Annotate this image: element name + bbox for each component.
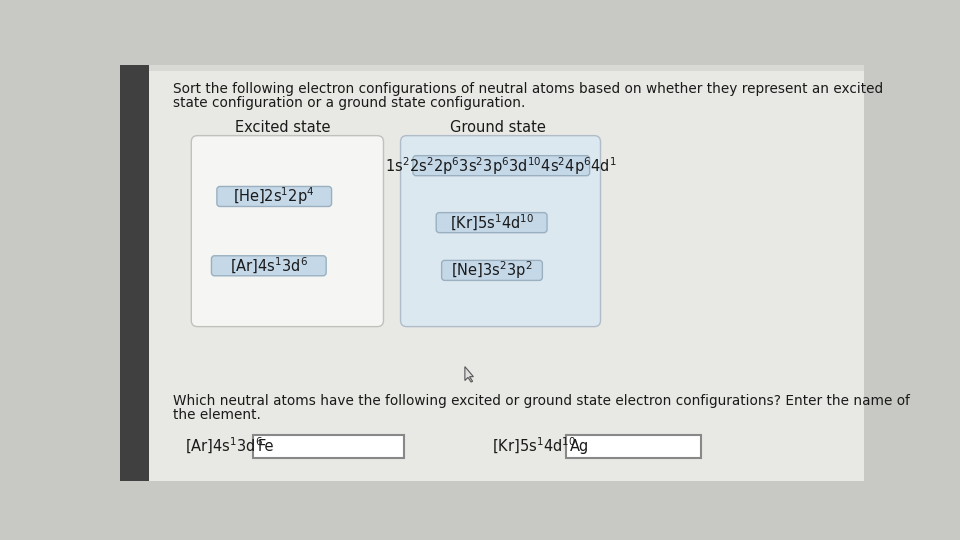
Text: [Kr]5s$^1$4d$^{10}$: [Kr]5s$^1$4d$^{10}$ [492, 436, 576, 456]
FancyBboxPatch shape [211, 256, 326, 276]
Text: Which neutral atoms have the following excited or ground state electron configur: Which neutral atoms have the following e… [173, 394, 909, 408]
FancyBboxPatch shape [400, 136, 601, 327]
FancyBboxPatch shape [436, 213, 547, 233]
Text: Ag: Ag [570, 439, 589, 454]
Text: the element.: the element. [173, 408, 260, 422]
Text: Fe: Fe [258, 439, 275, 454]
Bar [253, 435, 404, 458]
FancyBboxPatch shape [191, 136, 383, 327]
Bar [120, 65, 864, 71]
Polygon shape [465, 367, 473, 382]
Text: [Ar]4s$^1$3d$^6$: [Ar]4s$^1$3d$^6$ [185, 436, 263, 456]
Text: state configuration or a ground state configuration.: state configuration or a ground state co… [173, 96, 525, 110]
Text: [Ne]3s$^2$3p$^2$: [Ne]3s$^2$3p$^2$ [451, 260, 533, 281]
FancyBboxPatch shape [442, 260, 542, 280]
Text: [Ar]4s$^1$3d$^6$: [Ar]4s$^1$3d$^6$ [229, 256, 308, 276]
FancyBboxPatch shape [413, 156, 589, 176]
Text: [Kr]5s$^1$4d$^{10}$: [Kr]5s$^1$4d$^{10}$ [449, 213, 534, 233]
Text: 1s$^2$2s$^2$2p$^6$3s$^2$3p$^6$3d$^{10}$4s$^2$4p$^6$4d$^1$: 1s$^2$2s$^2$2p$^6$3s$^2$3p$^6$3d$^{10}$4… [385, 155, 617, 177]
FancyBboxPatch shape [217, 186, 331, 206]
Bar [565, 435, 701, 458]
Text: Sort the following electron configurations of neutral atoms based on whether the: Sort the following electron configuratio… [173, 82, 883, 96]
Bar [120, 65, 150, 481]
Text: Ground state: Ground state [450, 120, 546, 135]
Text: [He]2s$^1$2p$^4$: [He]2s$^1$2p$^4$ [233, 186, 315, 207]
Text: Excited state: Excited state [235, 120, 330, 135]
